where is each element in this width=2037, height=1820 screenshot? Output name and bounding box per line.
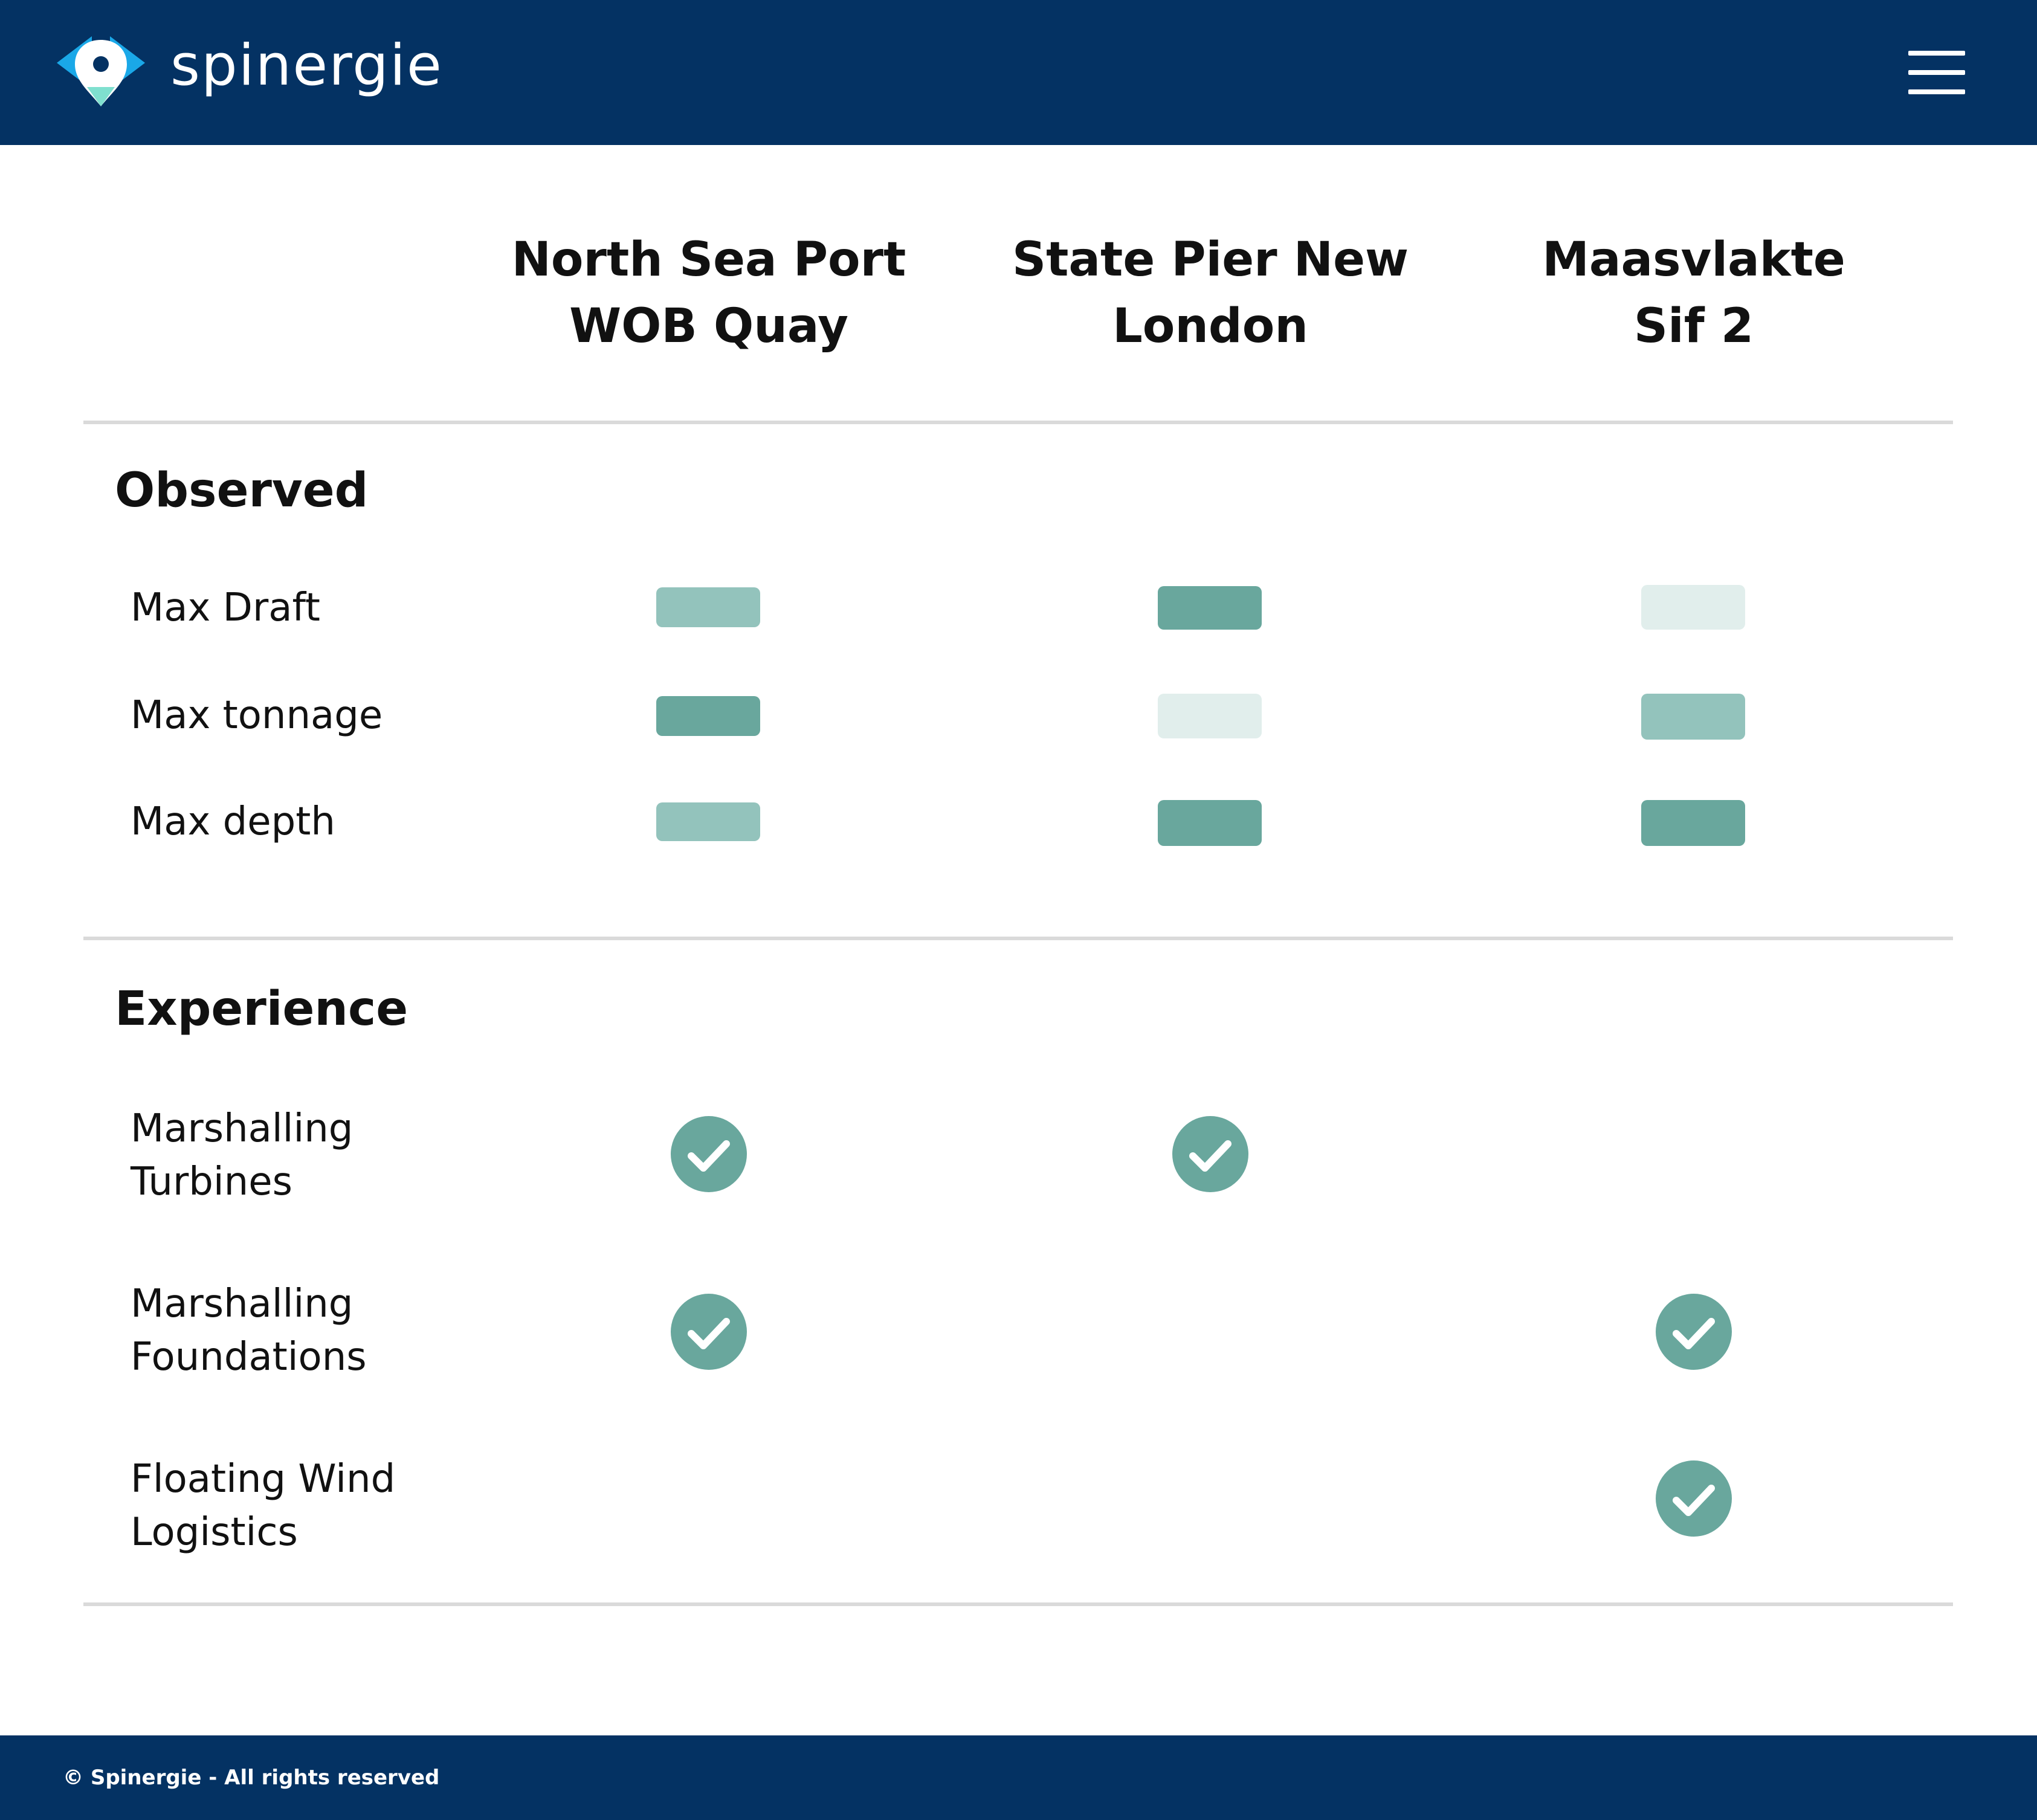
row-label-line: Floating Wind <box>131 1457 396 1502</box>
column-header-line: London <box>1112 299 1308 353</box>
check-circle-icon <box>671 1116 747 1192</box>
brand-name: spinergie <box>170 33 443 98</box>
row-label-max-tonnage: Max tonnage <box>131 693 383 738</box>
row-label-line: Logistics <box>131 1510 298 1555</box>
check-circle-icon <box>671 1294 747 1370</box>
divider <box>83 421 1953 424</box>
row-label-marshalling-foundations: Marshalling Foundations <box>131 1277 367 1384</box>
spinergie-logo-icon[interactable] <box>57 36 145 108</box>
column-header-state-pier: State Pier New London <box>999 227 1422 360</box>
row-label-line: Marshalling <box>131 1282 353 1326</box>
level-indicator <box>1641 585 1745 630</box>
hamburger-menu-line <box>1908 70 1965 75</box>
hamburger-menu-icon <box>1908 51 1965 56</box>
column-header-line: North Sea Port <box>511 233 906 287</box>
row-label-line: Foundations <box>131 1335 367 1380</box>
column-header-line: WOB Quay <box>569 299 848 353</box>
column-header-line: State Pier New <box>1012 233 1409 287</box>
row-label-max-depth: Max depth <box>131 799 335 844</box>
section-title-experience: Experience <box>115 982 408 1036</box>
row-label-line: Turbines <box>131 1160 292 1204</box>
check-circle-icon <box>1656 1460 1732 1537</box>
footer: © Spinergie - All rights reserved <box>0 1735 2037 1820</box>
column-header-north-sea-port: North Sea Port WOB Quay <box>497 227 920 360</box>
column-header-maasvlakte: Maasvlakte Sif 2 <box>1482 227 1905 360</box>
divider <box>83 1602 1953 1606</box>
level-indicator <box>1158 694 1262 738</box>
row-label-max-draft: Max Draft <box>131 586 320 630</box>
top-bar: spinergie <box>0 0 2037 145</box>
level-indicator <box>1158 800 1262 846</box>
divider <box>83 937 1953 940</box>
level-indicator <box>656 802 760 841</box>
row-label-line: Marshalling <box>131 1106 353 1151</box>
column-header-line: Maasvlakte <box>1542 233 1845 287</box>
level-indicator <box>1158 586 1262 630</box>
section-title-observed: Observed <box>115 463 369 518</box>
check-circle-icon <box>1172 1116 1248 1192</box>
menu-button[interactable] <box>1908 51 1965 94</box>
copyright-text: © Spinergie - All rights reserved <box>63 1766 440 1790</box>
row-label-floating-wind-logistics: Floating Wind Logistics <box>131 1453 395 1559</box>
level-indicator <box>1641 800 1745 846</box>
row-label-marshalling-turbines: Marshalling Turbines <box>131 1102 353 1208</box>
check-circle-icon <box>1656 1294 1732 1370</box>
level-indicator <box>1641 694 1745 740</box>
level-indicator <box>656 696 760 736</box>
column-header-line: Sif 2 <box>1633 299 1754 353</box>
hamburger-menu-line <box>1908 89 1965 94</box>
level-indicator <box>656 587 760 627</box>
